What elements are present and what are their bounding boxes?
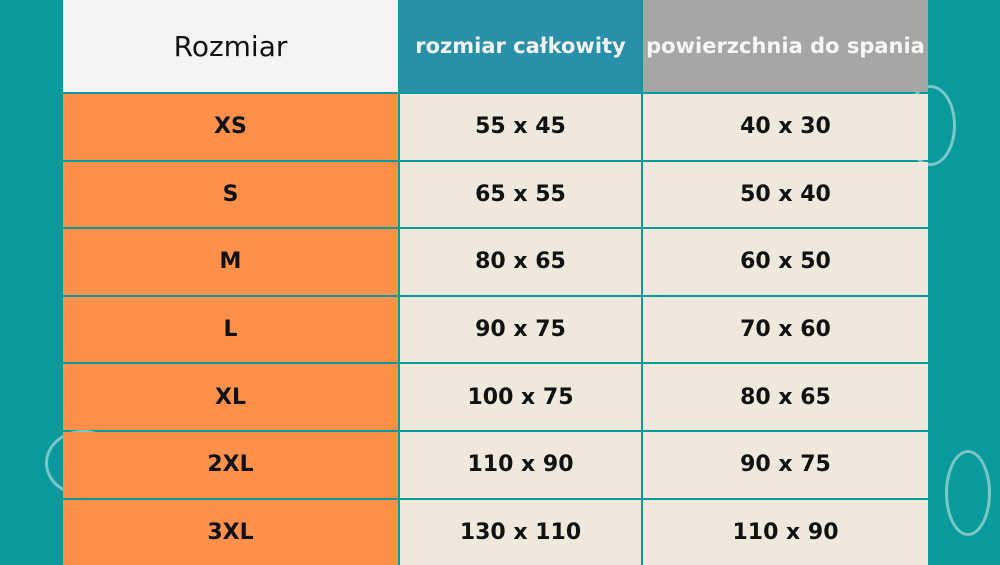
table-cell-sleep: 40 x 30 — [643, 94, 928, 160]
table-cell-total: 110 x 90 — [400, 431, 641, 498]
header-sleeping-area: powierzchnia do spania — [643, 0, 928, 92]
table-cell-total: 100 x 75 — [400, 364, 641, 430]
table-cell-sleep: 80 x 65 — [643, 364, 928, 430]
size-table: Rozmiar rozmiar całkowity powierzchnia d… — [63, 0, 928, 565]
table-cell-size: 3XL — [63, 499, 398, 565]
table-cell-total: 80 x 65 — [400, 229, 641, 295]
table-cell-size: L — [63, 296, 398, 363]
table-cell-size: XL — [63, 364, 398, 430]
table-cell-size: S — [63, 161, 398, 228]
decorative-paw-shape — [945, 450, 991, 536]
table-cell-sleep: 70 x 60 — [643, 296, 928, 363]
table-cell-total: 90 x 75 — [400, 296, 641, 363]
header-size: Rozmiar — [63, 0, 398, 92]
table-cell-size: 2XL — [63, 431, 398, 498]
table-cell-size: XS — [63, 94, 398, 160]
table-cell-sleep: 90 x 75 — [643, 431, 928, 498]
table-cell-total: 130 x 110 — [400, 499, 641, 565]
table-cell-sleep: 50 x 40 — [643, 161, 928, 228]
table-cell-sleep: 110 x 90 — [643, 499, 928, 565]
table-cell-total: 55 x 45 — [400, 94, 641, 160]
header-total-size: rozmiar całkowity — [400, 0, 641, 92]
table-cell-size: M — [63, 229, 398, 295]
table-cell-total: 65 x 55 — [400, 161, 641, 228]
table-cell-sleep: 60 x 50 — [643, 229, 928, 295]
